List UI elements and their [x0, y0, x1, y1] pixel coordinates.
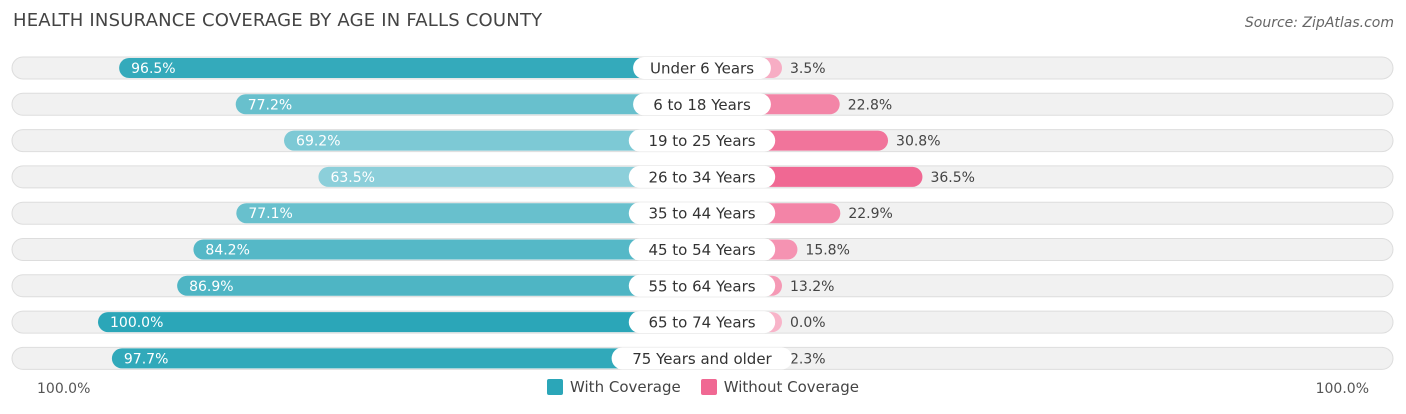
- value-label-without-coverage-under-6-years: 3.5%: [790, 61, 826, 77]
- category-label-75-years-and-older: 75 Years and older: [632, 350, 772, 368]
- category-pill-6-to-18-years: [633, 93, 771, 116]
- category-pill-under-6-years: [633, 57, 771, 79]
- bar-with-coverage-under-6-years[interactable]: [119, 58, 702, 78]
- legend: With Coverage Without Coverage: [0, 378, 1406, 396]
- category-pill-26-to-34-years: [628, 165, 776, 188]
- value-label-with-coverage-under-6-years: 96.5%: [131, 61, 175, 77]
- bar-with-coverage-19-to-25-years[interactable]: [284, 130, 702, 151]
- axis-label-left: 100.0%: [37, 381, 91, 397]
- bar-with-coverage-26-to-34-years[interactable]: [318, 166, 702, 187]
- value-label-with-coverage-75-years-and-older: 97.7%: [124, 351, 168, 367]
- value-label-with-coverage-19-to-25-years: 69.2%: [296, 134, 340, 150]
- value-label-without-coverage-6-to-18-years: 22.8%: [848, 97, 892, 113]
- legend-label-without-coverage: Without Coverage: [723, 378, 859, 396]
- value-label-without-coverage-26-to-34-years: 36.5%: [930, 170, 974, 186]
- value-label-without-coverage-45-to-54-years: 15.8%: [805, 243, 849, 259]
- category-pill-45-to-54-years: [628, 238, 776, 261]
- category-label-under-6-years: Under 6 Years: [650, 60, 754, 78]
- value-label-with-coverage-6-to-18-years: 77.2%: [248, 97, 292, 113]
- value-label-without-coverage-19-to-25-years: 30.8%: [896, 134, 940, 150]
- value-label-with-coverage-65-to-74-years: 100.0%: [110, 315, 163, 331]
- bar-with-coverage-45-to-54-years[interactable]: [193, 239, 702, 260]
- category-label-45-to-54-years: 45 to 54 Years: [648, 241, 755, 259]
- category-pill-75-years-and-older: [611, 347, 793, 370]
- category-pill-55-to-64-years: [628, 274, 776, 297]
- bar-with-coverage-35-to-44-years[interactable]: [236, 203, 703, 224]
- category-label-26-to-34-years: 26 to 34 Years: [648, 168, 755, 186]
- value-label-without-coverage-65-to-74-years: 0.0%: [790, 315, 826, 331]
- axis-label-right: 100.0%: [1315, 381, 1369, 397]
- bar-with-coverage-75-years-and-older[interactable]: [111, 348, 703, 369]
- legend-item-with-coverage[interactable]: With Coverage: [547, 378, 681, 396]
- category-pill-19-to-25-years: [628, 129, 776, 152]
- category-label-65-to-74-years: 65 to 74 Years: [648, 314, 755, 332]
- category-label-55-to-64-years: 55 to 64 Years: [648, 277, 755, 295]
- value-label-with-coverage-55-to-64-years: 86.9%: [189, 279, 233, 295]
- value-label-without-coverage-35-to-44-years: 22.9%: [848, 206, 892, 222]
- category-pill-65-to-74-years: [628, 311, 776, 334]
- value-label-with-coverage-35-to-44-years: 77.1%: [248, 206, 292, 222]
- legend-item-without-coverage[interactable]: Without Coverage: [700, 378, 859, 396]
- bar-with-coverage-6-to-18-years[interactable]: [235, 94, 702, 115]
- chart-source: Source: ZipAtlas.com: [1244, 15, 1394, 31]
- category-label-6-to-18-years: 6 to 18 Years: [653, 96, 751, 114]
- value-label-with-coverage-45-to-54-years: 84.2%: [205, 243, 249, 259]
- bar-with-coverage-55-to-64-years[interactable]: [177, 275, 702, 296]
- value-label-without-coverage-75-years-and-older: 2.3%: [790, 351, 826, 367]
- legend-label-with-coverage: With Coverage: [570, 378, 681, 396]
- value-label-with-coverage-26-to-34-years: 63.5%: [330, 170, 374, 186]
- bar-with-coverage-65-to-74-years[interactable]: [98, 312, 702, 333]
- legend-swatch-without-coverage: [700, 379, 717, 395]
- value-label-without-coverage-55-to-64-years: 13.2%: [790, 279, 834, 295]
- category-label-35-to-44-years: 35 to 44 Years: [648, 205, 755, 223]
- category-pill-35-to-44-years: [628, 202, 776, 225]
- category-label-19-to-25-years: 19 to 25 Years: [648, 132, 755, 150]
- chart-title: HEALTH INSURANCE COVERAGE BY AGE IN FALL…: [13, 10, 543, 31]
- legend-swatch-with-coverage: [547, 379, 564, 395]
